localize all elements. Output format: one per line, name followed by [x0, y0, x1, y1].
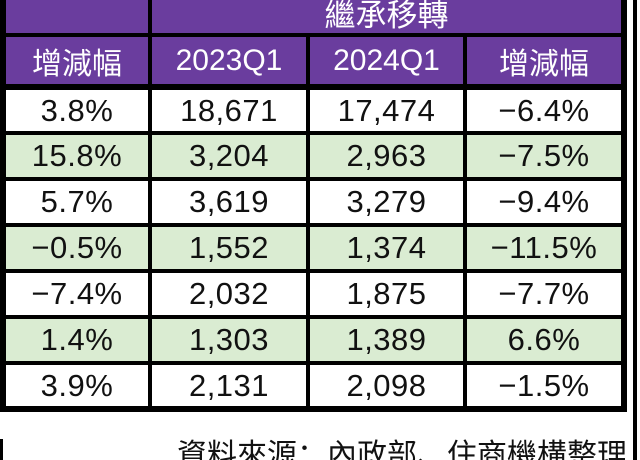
cell-2024q1: 1,374 — [306, 223, 467, 273]
corner-empty-cell — [1, 0, 152, 37]
column-header-change-left: 增減幅 — [1, 33, 152, 90]
column-header-change-right: 增減幅 — [463, 33, 626, 90]
outer-frame-line-right — [633, 0, 637, 460]
cell-change-right: −7.7% — [463, 269, 626, 319]
cell-change-left: 3.8% — [1, 85, 152, 135]
cell-2023q1: 2,131 — [148, 361, 310, 411]
source-note: 資料來源：內政部、住商機構整理 — [177, 439, 627, 460]
cell-change-right: −6.4% — [463, 85, 626, 135]
column-header-2024q1: 2024Q1 — [306, 33, 467, 90]
cell-change-left: −7.4% — [1, 269, 152, 319]
cell-2023q1: 1,303 — [148, 315, 310, 365]
table-merged-header-row: 繼承移轉 — [1, 0, 626, 37]
table-row: −7.4% 2,032 1,875 −7.7% — [1, 269, 626, 319]
cell-2023q1: 18,671 — [148, 85, 310, 135]
cell-change-right: −11.5% — [463, 223, 626, 273]
cell-change-left: −0.5% — [1, 223, 152, 273]
cell-2024q1: 2,963 — [306, 131, 467, 181]
outer-frame-line-left-bottom — [0, 439, 3, 460]
table-header-row: 增減幅 2023Q1 2024Q1 增減幅 — [1, 33, 626, 90]
cell-2023q1: 3,204 — [148, 131, 310, 181]
cell-2024q1: 3,279 — [306, 177, 467, 227]
cell-change-right: −9.4% — [463, 177, 626, 227]
cell-change-left: 15.8% — [1, 131, 152, 181]
table-row: −0.5% 1,552 1,374 −11.5% — [1, 223, 626, 273]
cell-2024q1: 1,389 — [306, 315, 467, 365]
table-row: 3.9% 2,131 2,098 −1.5% — [1, 361, 626, 411]
table-row: 3.8% 18,671 17,474 −6.4% — [1, 85, 626, 135]
column-header-2023q1: 2023Q1 — [148, 33, 310, 90]
cell-2023q1: 1,552 — [148, 223, 310, 273]
table-title: 繼承移轉 — [324, 0, 449, 33]
cell-2023q1: 3,619 — [148, 177, 310, 227]
cell-change-left: 3.9% — [1, 361, 152, 411]
table-row: 15.8% 3,204 2,963 −7.5% — [1, 131, 626, 181]
merged-title-cell: 繼承移轉 — [148, 0, 626, 37]
cell-change-right: −7.5% — [463, 131, 626, 181]
cell-change-right: 6.6% — [463, 315, 626, 365]
cell-change-right: −1.5% — [463, 361, 626, 411]
cell-2024q1: 1,875 — [306, 269, 467, 319]
cell-change-left: 1.4% — [1, 315, 152, 365]
table-row: 5.7% 3,619 3,279 −9.4% — [1, 177, 626, 227]
cell-2024q1: 17,474 — [306, 85, 467, 135]
inheritance-transfer-table: 繼承移轉 增減幅 2023Q1 2024Q1 增減幅 3.8% 18,671 1… — [0, 0, 627, 412]
cell-2023q1: 2,032 — [148, 269, 310, 319]
table-row: 1.4% 1,303 1,389 6.6% — [1, 315, 626, 365]
cell-2024q1: 2,098 — [306, 361, 467, 411]
cell-change-left: 5.7% — [1, 177, 152, 227]
